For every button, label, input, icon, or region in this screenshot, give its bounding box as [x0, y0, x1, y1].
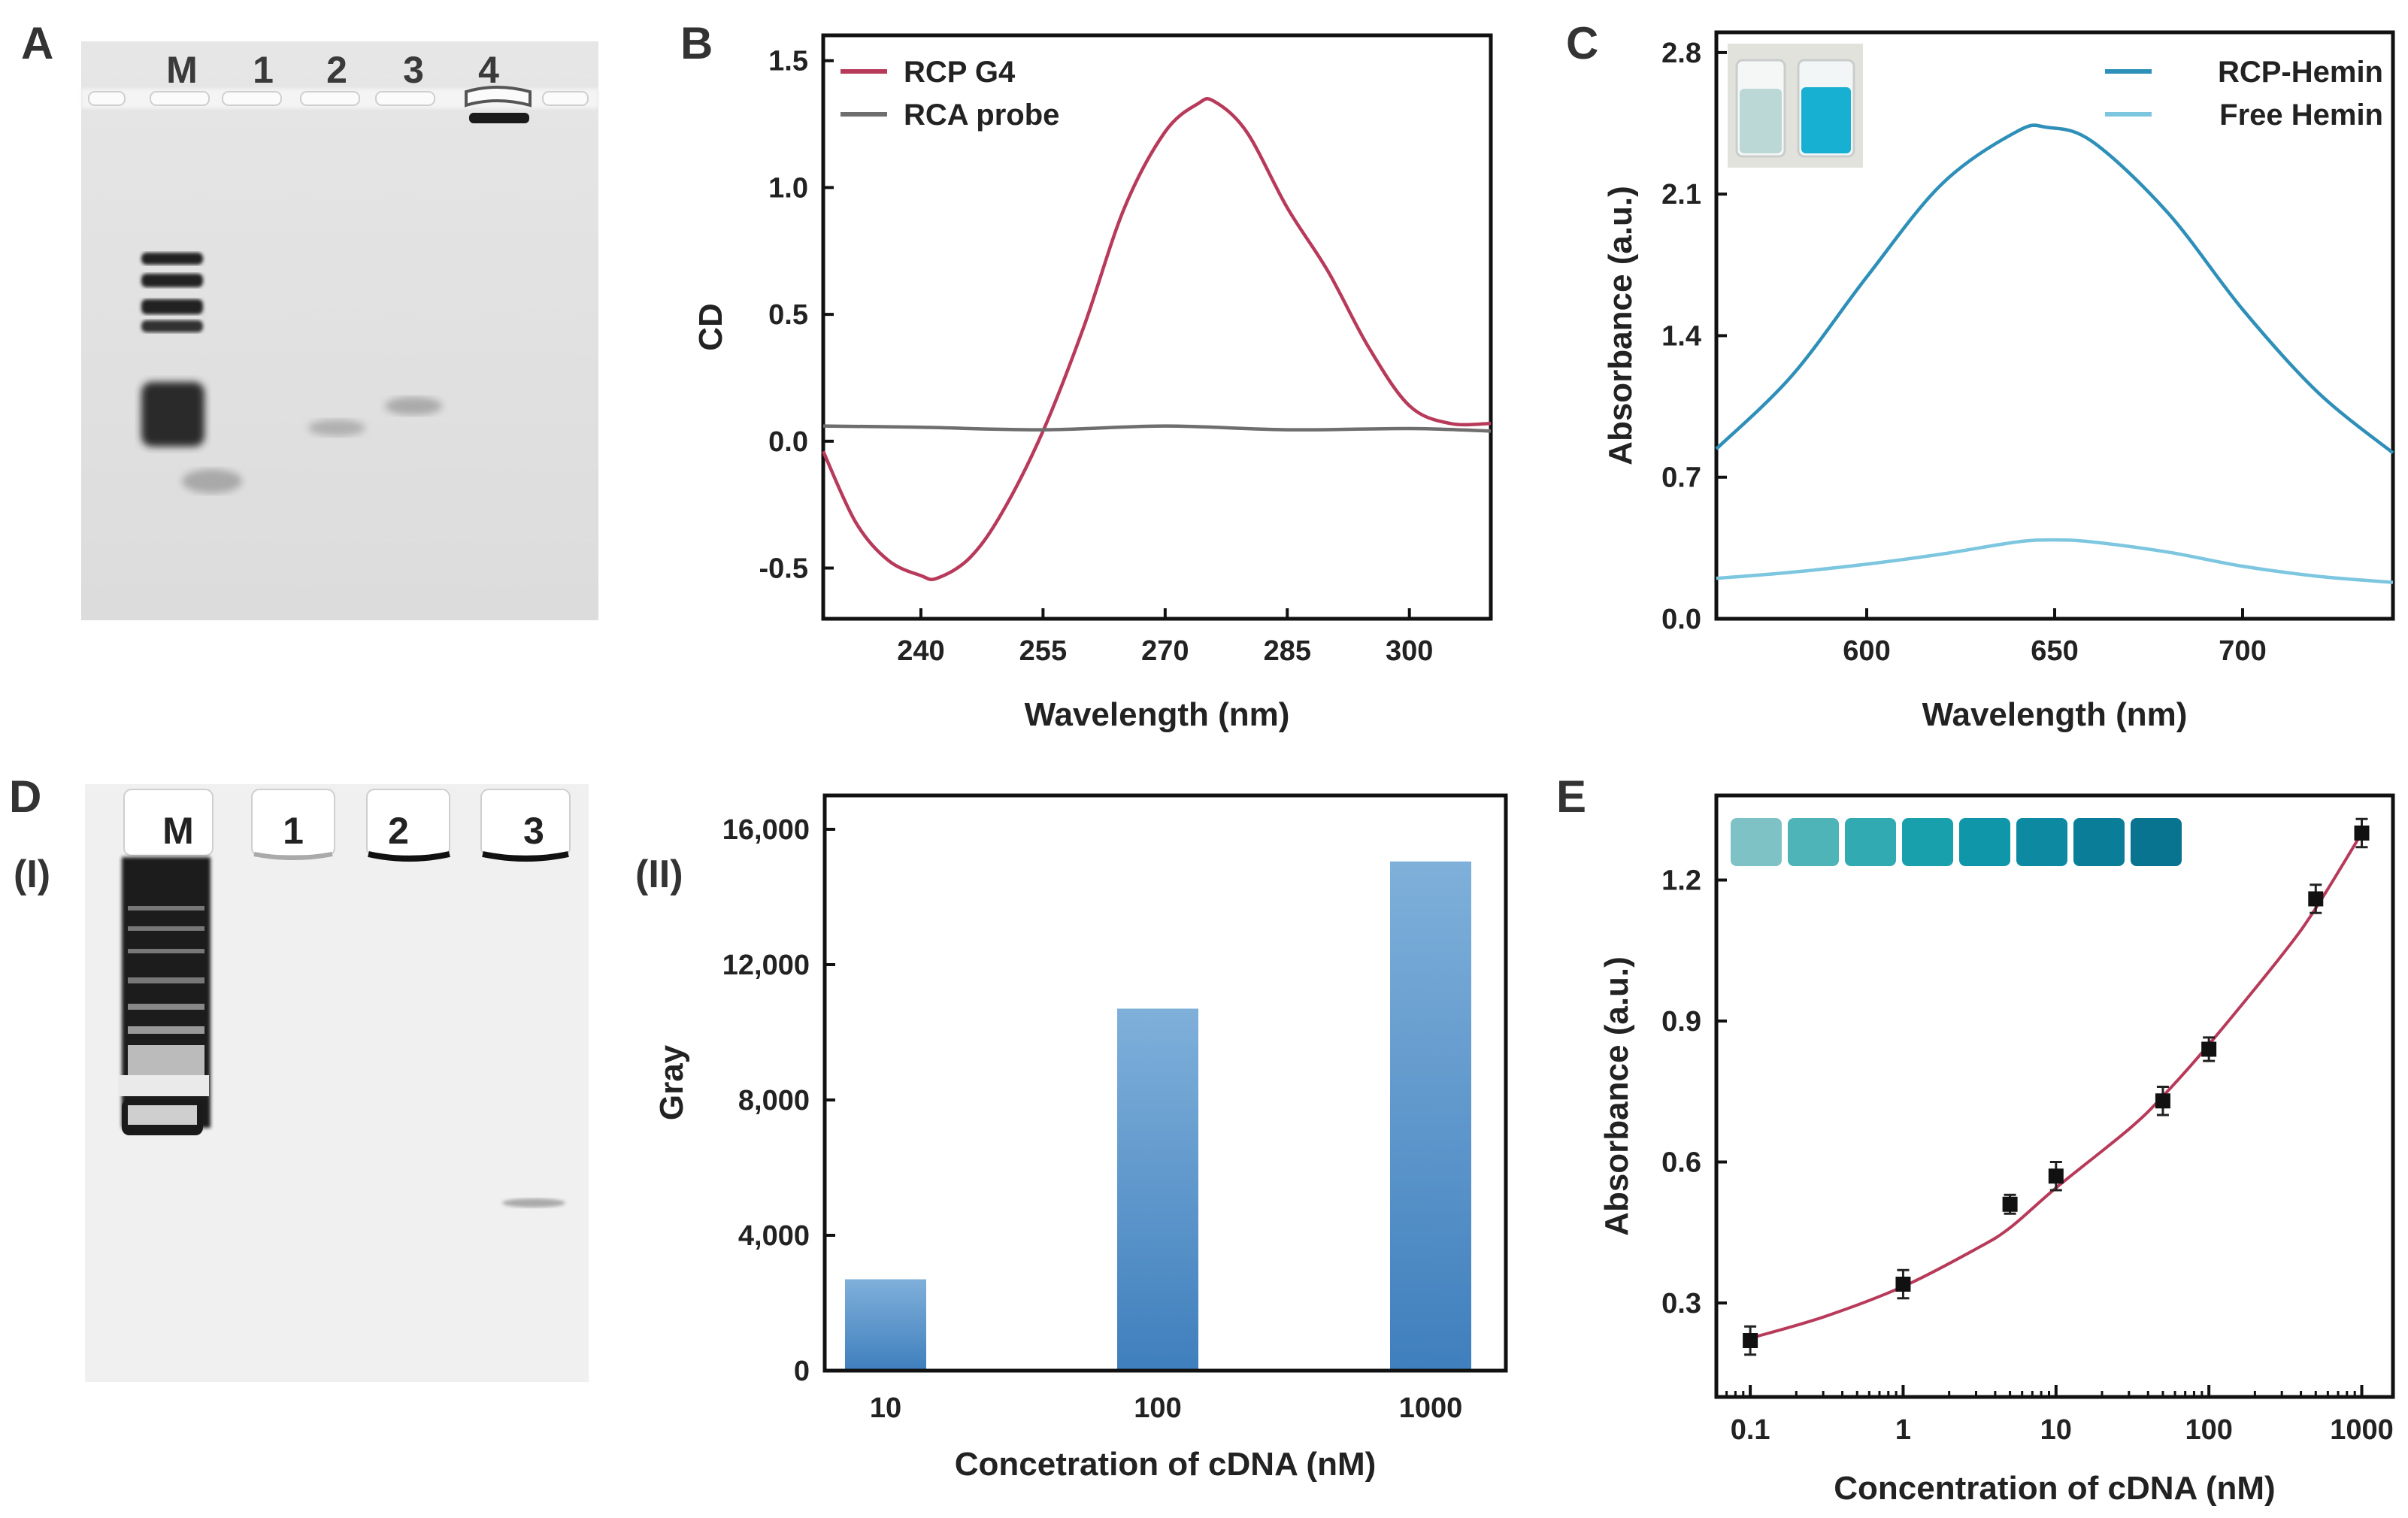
gel-a-lane-labels: M 1 2 3 4 — [166, 49, 499, 91]
chart-b: 240 255 270 285 300 -0.5 0.0 0.5 1.0 1.5 Wavelengt… — [692, 33, 1493, 733]
panel-label-d-ii: (II) — [635, 853, 683, 896]
data-point — [2308, 891, 2324, 907]
x-axis-title: Concentration of cDNA (nM) — [1834, 1470, 2275, 1507]
y-tick-label: 0.3 — [1661, 1288, 1701, 1320]
gel-d-lane-label: 1 — [283, 810, 304, 852]
x-tick-label: 255 — [1019, 635, 1067, 667]
color-swatch-inset — [1731, 818, 2182, 866]
panel-label-d-i: (I) — [14, 853, 50, 896]
gel-a-lane-label: M — [166, 49, 198, 91]
x-tick-label: 1000 — [1399, 1392, 1463, 1424]
plot-frame — [1714, 793, 2395, 1399]
gel-a-lane-label: 4 — [478, 49, 499, 91]
legend-label: RCA probe — [904, 98, 1059, 132]
x-tick-label: 650 — [2031, 635, 2078, 667]
gel-a-lane-label: 1 — [253, 49, 274, 91]
rca-probe-line — [822, 424, 1492, 433]
x-tick-label: 240 — [897, 635, 944, 667]
y-tick-label: 2.1 — [1661, 179, 1701, 211]
y-axis-title: Absorbance (a.u.) — [1602, 186, 1639, 465]
legend-label: Free Hemin — [2219, 98, 2383, 132]
chart-c: 600 650 700 0.0 0.7 1.4 2.1 2.8 Wavelength (nm) A… — [1602, 30, 2395, 733]
data-point — [2155, 1093, 2170, 1109]
gel-d-lane-label: M — [162, 810, 194, 852]
fit-curve — [1749, 832, 2364, 1340]
y-tick-label: -0.5 — [759, 553, 808, 585]
rcp-g4-line — [821, 97, 1492, 581]
chart-d-ii: 10 100 1000 0 4,000 8,000 12,000 16,000 Concetra… — [653, 793, 1508, 1483]
y-tick-label: 2.8 — [1661, 38, 1701, 69]
plot-frame — [821, 33, 1493, 621]
data-point — [2048, 1168, 2064, 1184]
y-tick-label: 1.5 — [768, 46, 808, 77]
x-tick-label: 285 — [1264, 635, 1311, 667]
gel-d-lane-label: 3 — [523, 810, 544, 852]
rcp-hemin-line — [1715, 123, 2394, 455]
gel-d-image — [85, 784, 589, 1382]
x-tick-label: 100 — [1134, 1392, 1181, 1424]
panel-label-d: D — [9, 771, 41, 822]
y-axis-title: Absorbance (a.u.) — [1598, 956, 1635, 1236]
y-tick-label: 8,000 — [738, 1085, 810, 1117]
gel-a-image — [81, 41, 598, 620]
y-tick-label: 0.0 — [1661, 604, 1701, 635]
plot-frame — [822, 793, 1508, 1373]
x-tick-label: 10 — [870, 1392, 901, 1424]
x-tick-label: 10 — [2040, 1414, 2072, 1446]
y-tick-label: 12,000 — [722, 950, 810, 981]
y-tick-label: 1.4 — [1661, 320, 1701, 352]
y-tick-label: 4,000 — [738, 1220, 810, 1252]
x-tick-label: 1000 — [2330, 1414, 2394, 1446]
y-tick-label: 1.2 — [1661, 865, 1701, 897]
x-axis-title: Wavelength (nm) — [1922, 696, 2188, 733]
panel-label-e: E — [1556, 771, 1586, 822]
bar — [1117, 1008, 1198, 1371]
y-tick-label: 0.7 — [1661, 462, 1701, 494]
data-point — [2002, 1196, 2018, 1212]
y-axis-title: CD — [692, 303, 729, 351]
x-tick-label: 1 — [1895, 1414, 1911, 1446]
legend-label: RCP-Hemin — [2218, 56, 2383, 89]
bar — [1390, 861, 1471, 1371]
data-point — [1895, 1277, 1911, 1292]
panel-label-b: B — [680, 18, 713, 68]
x-tick-label: 270 — [1141, 635, 1189, 667]
free-hemin-line — [1716, 538, 2394, 584]
x-tick-label: 300 — [1386, 635, 1433, 667]
panel-label-c: C — [1566, 18, 1598, 68]
y-tick-label: 1.0 — [768, 172, 808, 204]
y-tick-label: 0.0 — [768, 426, 808, 458]
data-point — [2201, 1041, 2217, 1057]
x-tick-label: 700 — [2219, 635, 2266, 667]
x-tick-label: 0.1 — [1731, 1414, 1770, 1446]
vial-photo-inset — [1728, 44, 1863, 168]
chart-e: 0.1 1 10 100 1000 0.3 0.6 0.9 1.2 Concentration o… — [1598, 793, 2395, 1507]
gel-d-lane-label: 2 — [388, 810, 409, 852]
data-point — [1743, 1333, 1758, 1348]
bar — [845, 1279, 926, 1371]
x-tick-label: 600 — [1843, 635, 1890, 667]
gel-a-lane-label: 3 — [403, 49, 424, 91]
data-point — [2354, 826, 2370, 841]
x-axis-title: Concetration of cDNA (nM) — [955, 1446, 1377, 1483]
y-tick-label: 0.5 — [768, 299, 808, 331]
y-tick-label: 16,000 — [722, 814, 810, 846]
y-axis-title: Gray — [653, 1044, 690, 1120]
gel-a-lane-label: 2 — [326, 49, 347, 91]
y-tick-label: 0.6 — [1661, 1147, 1701, 1179]
x-tick-label: 100 — [2185, 1414, 2232, 1446]
gel-d-lane-labels: M 1 2 3 — [162, 810, 544, 852]
y-tick-label: 0.9 — [1661, 1006, 1701, 1038]
x-axis-title: Wavelength (nm) — [1025, 696, 1290, 733]
y-tick-label: 0 — [794, 1356, 810, 1387]
panel-label-a: A — [21, 18, 53, 68]
legend-label: RCP G4 — [904, 56, 1016, 89]
